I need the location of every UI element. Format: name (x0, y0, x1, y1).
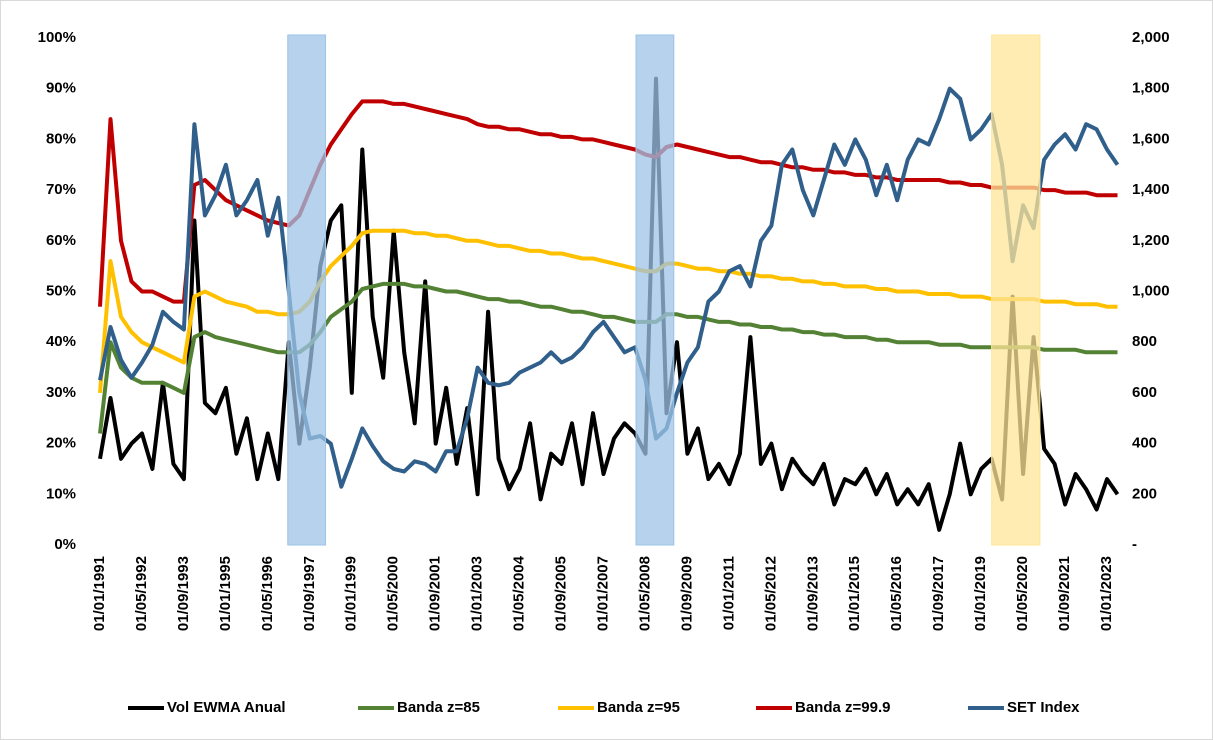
x-tick-label: 01/05/1996 (259, 556, 276, 631)
y-tick-label: 10% (46, 485, 76, 502)
y2-tick-label: 2,000 (1132, 29, 1170, 46)
highlight-span (991, 34, 1041, 546)
x-tick-label: 01/09/2009 (678, 556, 695, 631)
y2-tick-label: 1,800 (1132, 80, 1170, 97)
y-tick-label: 40% (46, 333, 76, 350)
highlight-span (287, 34, 327, 546)
series-line (98, 228, 1118, 394)
y-tick-label: 0% (54, 536, 76, 553)
y2-tick-label: 1,400 (1132, 181, 1170, 198)
x-tick-label: 01/05/1992 (133, 556, 150, 631)
x-tick-label: 01/01/1999 (343, 556, 360, 631)
y-tick-label: 20% (46, 435, 76, 452)
x-tick-label: 01/09/2001 (427, 556, 444, 631)
x-tick-label: 01/09/2013 (804, 556, 821, 631)
series-line (98, 281, 1118, 434)
x-tick-label: 01/05/2004 (511, 555, 528, 631)
x-tick-label: 01/01/2023 (1098, 556, 1115, 631)
y-tick-label: 30% (46, 384, 76, 401)
x-tick-label: 01/01/1991 (91, 556, 108, 631)
y2-tick-label: 1,000 (1132, 282, 1170, 299)
y2-tick-label: - (1132, 536, 1137, 553)
x-tick-label: 01/01/1995 (217, 556, 234, 631)
x-tick-label: 01/09/2005 (553, 556, 570, 631)
series-line (98, 86, 1120, 489)
x-tick-label: 01/01/2019 (972, 556, 989, 631)
x-tick-label: 01/05/2008 (636, 556, 653, 631)
legend-label: Banda z=95 (597, 699, 680, 716)
legend-label: SET Index (1007, 699, 1080, 716)
x-tick-label: 01/05/2012 (762, 556, 779, 631)
x-tick-label: 01/01/2015 (846, 556, 863, 631)
legend-label: Banda z=99.9 (795, 699, 890, 716)
y-tick-label: 50% (46, 282, 76, 299)
y-tick-label: 90% (46, 80, 76, 97)
y2-tick-label: 800 (1132, 333, 1157, 350)
y2-tick-label: 1,200 (1132, 232, 1170, 249)
x-tick-label: 01/05/2016 (888, 556, 905, 631)
x-tick-label: 01/01/2007 (594, 556, 611, 631)
series-line (98, 99, 1118, 307)
legend-label: Banda z=85 (397, 699, 480, 716)
x-tick-label: 01/01/2011 (720, 556, 737, 630)
x-tick-label: 01/09/2021 (1056, 556, 1073, 631)
y-tick-label: 70% (46, 181, 76, 198)
y2-tick-label: 200 (1132, 485, 1157, 502)
y2-tick-label: 400 (1132, 435, 1157, 452)
x-tick-label: 01/05/2020 (1014, 556, 1031, 631)
y-tick-label: 100% (38, 29, 76, 46)
y-tick-label: 60% (46, 232, 76, 249)
x-tick-label: 01/05/2000 (385, 556, 402, 631)
legend-label: Vol EWMA Anual (167, 699, 286, 716)
x-tick-label: 01/09/2017 (930, 556, 947, 631)
y2-tick-label: 1,600 (1132, 130, 1170, 147)
y2-tick-label: 600 (1132, 384, 1157, 401)
y-tick-label: 80% (46, 130, 76, 147)
x-tick-label: 01/01/2003 (469, 556, 486, 631)
highlight-span (635, 34, 675, 546)
x-tick-label: 01/09/1997 (301, 556, 318, 631)
x-tick-label: 01/09/1993 (175, 556, 192, 631)
series-line (98, 76, 1120, 532)
